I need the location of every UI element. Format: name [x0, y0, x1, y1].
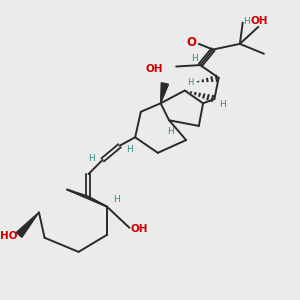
Polygon shape [160, 83, 169, 103]
Text: OH: OH [131, 224, 148, 234]
Text: H: H [126, 146, 133, 154]
Text: H: H [113, 195, 120, 204]
Polygon shape [16, 212, 39, 237]
Text: H: H [167, 127, 174, 136]
Text: H: H [187, 78, 194, 87]
Text: H: H [243, 17, 250, 26]
Text: H: H [88, 154, 95, 163]
Text: OH: OH [251, 16, 268, 26]
Text: HO: HO [0, 231, 18, 241]
Text: OH: OH [146, 64, 164, 74]
Text: O: O [186, 36, 196, 49]
Text: H: H [191, 53, 198, 62]
Text: H: H [220, 100, 226, 109]
